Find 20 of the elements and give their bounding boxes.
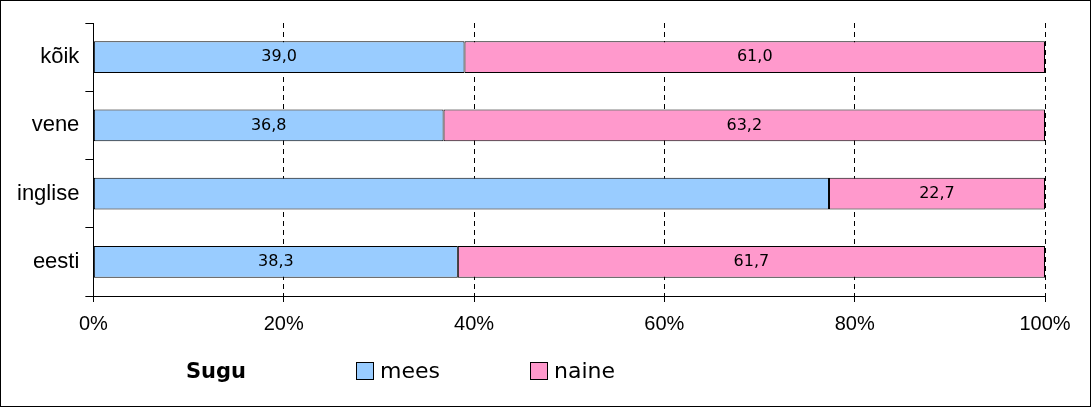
legend-title: Sugu xyxy=(186,358,247,383)
y-tick-label: kõik xyxy=(40,43,81,69)
data-label: 63,2 xyxy=(726,114,763,134)
data-label: 61,7 xyxy=(733,251,770,271)
x-tick-label: 100% xyxy=(1019,311,1071,334)
x-tick-label: 60% xyxy=(644,311,685,334)
x-tick-label: 40% xyxy=(454,311,495,334)
y-tick-label: inglise xyxy=(16,179,80,205)
data-label: 38,3 xyxy=(258,251,294,271)
y-tick-label: vene xyxy=(31,111,80,137)
x-tick-label: 20% xyxy=(263,311,304,334)
x-tick-label: 0% xyxy=(78,311,109,334)
data-label: 22,7 xyxy=(919,182,955,202)
legend-label: naine xyxy=(554,358,616,383)
data-label: 36,8 xyxy=(250,114,287,134)
data-label: 61,0 xyxy=(736,46,773,66)
x-tick-label: 80% xyxy=(834,311,875,334)
data-label: 39,0 xyxy=(261,46,297,66)
y-tick-label: eesti xyxy=(32,247,80,273)
legend-label: mees xyxy=(380,358,441,383)
